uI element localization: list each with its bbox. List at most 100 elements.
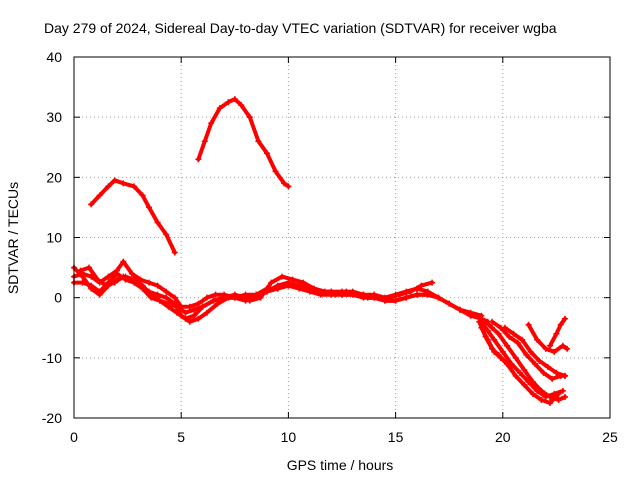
data-point bbox=[529, 390, 536, 397]
data-point bbox=[516, 369, 523, 376]
data-point bbox=[510, 330, 517, 337]
data-point bbox=[171, 294, 178, 301]
series-line-arc-m bbox=[548, 316, 567, 348]
data-point bbox=[128, 276, 135, 283]
y-tick-label: -10 bbox=[42, 350, 62, 366]
data-point bbox=[88, 201, 95, 208]
data-point bbox=[491, 336, 498, 343]
data-point bbox=[191, 306, 198, 313]
series-line-arc-j bbox=[490, 319, 567, 381]
data-point bbox=[536, 357, 543, 364]
data-point bbox=[281, 180, 288, 187]
data-point bbox=[521, 366, 528, 373]
data-point bbox=[525, 321, 532, 328]
data-point bbox=[255, 138, 262, 145]
data-point bbox=[300, 279, 307, 286]
data-point bbox=[557, 321, 564, 328]
data-point bbox=[154, 291, 161, 298]
data-point bbox=[191, 312, 198, 319]
data-point bbox=[561, 315, 568, 322]
grid-lines bbox=[74, 57, 610, 418]
x-tick-label: 15 bbox=[388, 429, 404, 445]
data-point bbox=[154, 219, 161, 226]
data-point bbox=[88, 285, 95, 292]
data-point bbox=[521, 381, 528, 388]
data-point bbox=[195, 300, 202, 307]
data-point bbox=[146, 204, 153, 211]
data-point bbox=[212, 291, 219, 298]
data-point bbox=[146, 288, 153, 295]
data-point bbox=[225, 99, 232, 106]
y-tick-label: -20 bbox=[42, 410, 62, 426]
data-point bbox=[559, 387, 566, 394]
data-point bbox=[484, 327, 491, 334]
data-point bbox=[476, 318, 483, 325]
y-tick-label: 0 bbox=[54, 290, 62, 306]
data-point bbox=[525, 378, 532, 385]
data-point bbox=[163, 231, 170, 238]
data-point bbox=[86, 264, 93, 271]
data-point bbox=[195, 156, 202, 163]
data-point bbox=[531, 360, 538, 367]
x-tick-label: 10 bbox=[281, 429, 297, 445]
data-point bbox=[137, 276, 144, 283]
data-point bbox=[514, 339, 521, 346]
data-point bbox=[435, 294, 442, 301]
data-point bbox=[504, 342, 511, 349]
data-point bbox=[542, 393, 549, 400]
data-point bbox=[105, 183, 112, 190]
data-point bbox=[156, 297, 163, 304]
axis-ticks: 0 5 10 15 20 25 -20 -10 0 10 20 30 40 bbox=[42, 49, 618, 445]
data-point bbox=[79, 273, 86, 280]
data-point bbox=[195, 315, 202, 322]
data-point bbox=[343, 288, 350, 295]
data-point bbox=[146, 279, 153, 286]
data-point bbox=[272, 168, 279, 175]
x-tick-label: 5 bbox=[177, 429, 185, 445]
data-point bbox=[467, 309, 474, 316]
data-point bbox=[396, 291, 403, 298]
data-point bbox=[495, 330, 502, 337]
data-point bbox=[182, 309, 189, 316]
data-point bbox=[236, 294, 243, 301]
data-point bbox=[478, 312, 485, 319]
data-point bbox=[523, 351, 530, 358]
data-point bbox=[120, 258, 127, 265]
data-point bbox=[540, 369, 547, 376]
data-point bbox=[506, 333, 513, 340]
series-line-arc-k bbox=[502, 325, 567, 378]
data-point bbox=[332, 291, 339, 298]
data-point bbox=[499, 348, 506, 355]
data-point bbox=[544, 363, 551, 370]
data-point bbox=[512, 372, 519, 379]
data-point bbox=[296, 282, 303, 289]
data-point bbox=[113, 270, 120, 277]
data-point bbox=[551, 348, 558, 355]
data-point bbox=[429, 279, 436, 286]
data-point bbox=[559, 342, 566, 349]
data-point bbox=[111, 279, 118, 286]
data-point bbox=[489, 318, 496, 325]
data-point bbox=[105, 273, 112, 280]
data-point bbox=[94, 276, 101, 283]
data-point bbox=[77, 267, 84, 274]
data-point bbox=[491, 348, 498, 355]
data-point bbox=[163, 288, 170, 295]
data-point bbox=[403, 294, 410, 301]
data-point bbox=[561, 393, 568, 400]
data-point bbox=[418, 282, 425, 289]
data-point bbox=[201, 138, 208, 145]
data-point bbox=[285, 279, 292, 286]
data-point bbox=[131, 183, 138, 190]
data-point bbox=[171, 249, 178, 256]
data-point bbox=[542, 345, 549, 352]
data-point bbox=[274, 282, 281, 289]
data-point bbox=[538, 396, 545, 403]
data-point bbox=[446, 300, 453, 307]
data-point bbox=[103, 282, 110, 289]
data-point bbox=[246, 114, 253, 121]
y-tick-label: 10 bbox=[46, 230, 62, 246]
data-point bbox=[128, 270, 135, 277]
data-point bbox=[354, 291, 361, 298]
